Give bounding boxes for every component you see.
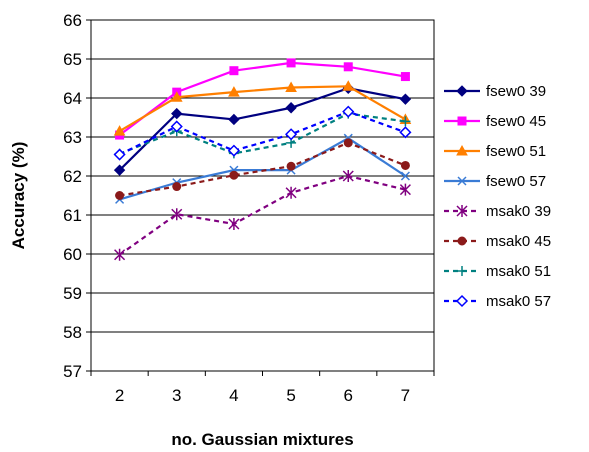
legend-item: fsew0 45 <box>444 113 546 130</box>
data-point <box>113 164 126 176</box>
data-point <box>113 148 126 161</box>
legend-label: msak0 57 <box>486 293 551 310</box>
data-point <box>286 58 296 68</box>
series-fsew0-45 <box>115 58 410 140</box>
y-tick-label: 60 <box>63 245 82 264</box>
series-fsew0-51 <box>113 80 412 136</box>
data-point <box>399 93 412 105</box>
series-msak0-45 <box>115 138 410 200</box>
y-tick-label: 66 <box>63 11 82 30</box>
data-point <box>285 186 297 199</box>
y-tick-label: 61 <box>63 206 82 225</box>
data-point <box>400 116 411 127</box>
data-point <box>227 144 240 157</box>
data-point <box>400 171 410 181</box>
data-point <box>342 80 355 91</box>
y-axis-label: Accuracy (%) <box>9 142 28 250</box>
data-point <box>456 85 468 97</box>
legend-item: fsew0 39 <box>444 83 546 100</box>
series-line <box>118 61 406 136</box>
series-line <box>119 141 406 197</box>
y-tick-label: 64 <box>63 89 82 108</box>
x-tick-label: 2 <box>115 386 124 405</box>
data-point <box>170 91 183 102</box>
legend-item: msak0 45 <box>444 233 551 250</box>
legend-label: fsew0 51 <box>486 143 546 160</box>
series-msak0-39 <box>114 170 411 261</box>
data-point <box>229 170 239 180</box>
series-line <box>118 87 406 171</box>
y-tick-label: 59 <box>63 284 82 303</box>
data-point <box>342 170 354 182</box>
data-point <box>170 120 183 133</box>
data-point <box>342 105 355 118</box>
series-msak0-57 <box>113 105 412 161</box>
legend-label: msak0 51 <box>486 263 551 280</box>
data-point <box>115 191 125 200</box>
data-point <box>343 138 353 148</box>
x-tick-label: 6 <box>344 386 353 405</box>
legend-label: msak0 45 <box>486 233 551 250</box>
legend-label: fsew0 39 <box>486 83 546 100</box>
data-point <box>285 128 298 141</box>
axes: 57 58 59 60 61 62 63 64 65 66 2 3 4 5 6 7 <box>63 11 435 405</box>
series-line <box>119 85 406 133</box>
data-point <box>457 176 467 186</box>
data-point <box>399 183 411 196</box>
x-axis-label: no. Gaussian mixtures <box>171 430 353 449</box>
data-point <box>113 125 126 136</box>
data-point <box>457 266 467 276</box>
data-point <box>285 102 297 114</box>
data-point <box>171 107 183 120</box>
series-line <box>118 174 406 256</box>
series-line <box>119 136 407 201</box>
data-point <box>343 62 353 72</box>
y-tick-label: 65 <box>63 50 82 69</box>
legend: fsew0 39 fsew0 45 fsew0 51 fsew0 57 msak0 39… <box>444 83 551 310</box>
legend-item: msak0 57 <box>444 293 551 310</box>
y-tick-label: 58 <box>63 323 82 342</box>
legend-label: fsew0 57 <box>486 173 546 190</box>
y-tick-label: 63 <box>63 128 82 147</box>
data-point <box>285 81 297 92</box>
data-point <box>457 236 467 246</box>
data-point <box>229 66 239 76</box>
series-group <box>113 58 412 261</box>
data-point <box>228 113 240 126</box>
x-tick-label: 5 <box>286 386 295 405</box>
legend-item: msak0 39 <box>444 203 551 220</box>
legend-item: fsew0 51 <box>444 143 546 160</box>
y-tick-label: 62 <box>63 167 82 186</box>
data-point <box>172 182 182 192</box>
data-point <box>456 144 468 156</box>
data-point <box>286 161 296 171</box>
data-point <box>400 72 410 82</box>
data-point <box>455 294 469 308</box>
data-point <box>228 86 240 97</box>
legend-label: msak0 39 <box>486 203 551 220</box>
y-tick-label: 57 <box>63 362 82 381</box>
series-line <box>119 110 406 156</box>
x-tick-label: 3 <box>172 386 181 405</box>
series-fsew0-57 <box>115 133 410 204</box>
grid-lines <box>91 58 434 333</box>
data-point <box>171 208 183 221</box>
data-point <box>456 205 468 217</box>
data-point <box>228 217 240 230</box>
x-tick-label: 7 <box>401 386 410 405</box>
x-tick-label: 4 <box>229 386 238 405</box>
legend-label: fsew0 45 <box>486 113 546 130</box>
data-point <box>114 248 126 261</box>
data-point <box>457 116 467 126</box>
legend-item: fsew0 57 <box>444 173 546 190</box>
legend-item: msak0 51 <box>444 263 551 280</box>
data-point <box>400 160 410 170</box>
data-point <box>399 126 412 139</box>
